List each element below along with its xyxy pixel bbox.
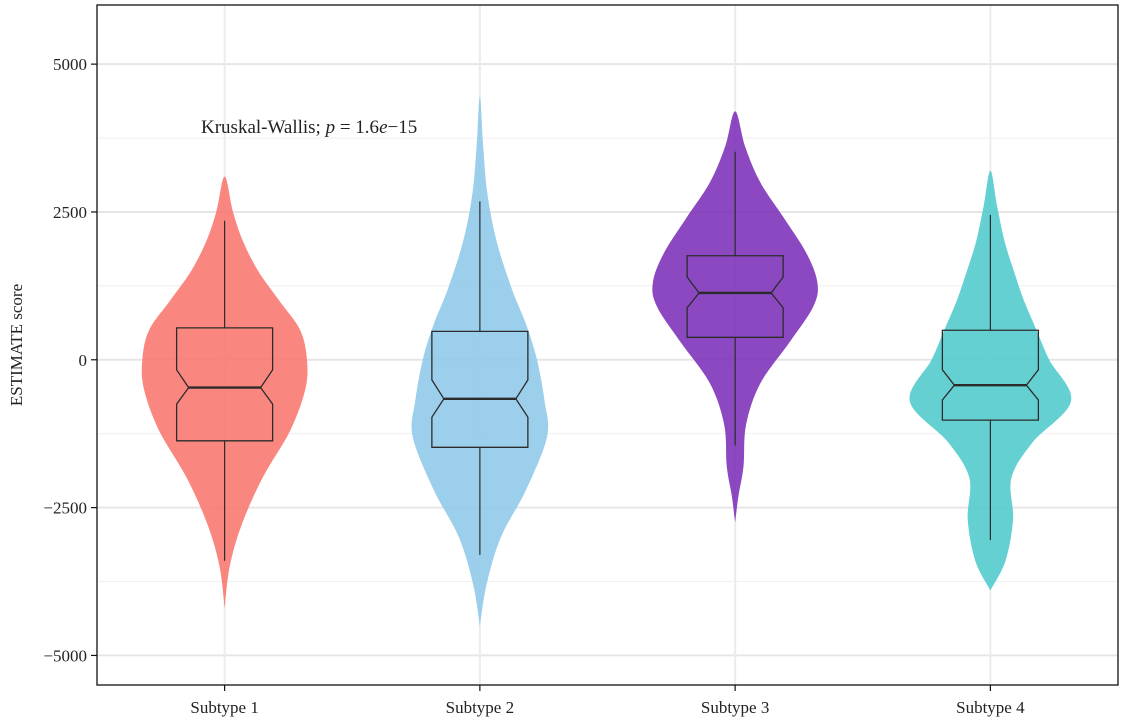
- box-4: [941, 329, 1040, 421]
- x-tick-label: Subtype 2: [446, 698, 514, 717]
- box-3: [686, 255, 784, 338]
- annotation-p-symbol: p: [324, 117, 336, 138]
- annotation-exponent: −15: [388, 117, 418, 138]
- violin-3: [652, 111, 818, 523]
- violin-4: [909, 170, 1072, 591]
- annotation-e-symbol: e: [379, 117, 387, 138]
- x-tick-label: Subtype 1: [190, 698, 258, 717]
- y-tick-label: 2500: [53, 203, 87, 222]
- x-tick-label: Subtype 3: [701, 698, 769, 717]
- y-tick-label: −5000: [43, 646, 87, 665]
- y-tick-label: 0: [79, 351, 88, 370]
- annotation-value: = 1.6: [335, 117, 379, 138]
- y-tick-label: 5000: [53, 55, 87, 74]
- plot-frame: [96, 4, 1119, 686]
- x-axis: Subtype 1 Subtype 2 Subtype 3 Subtype 4: [190, 685, 1025, 717]
- y-axis: 5000 2500 0 −2500 −5000: [43, 55, 97, 665]
- y-axis-title: ESTIMATE score: [7, 284, 26, 406]
- notched-boxplots: [175, 151, 1040, 561]
- violin-1: [141, 176, 308, 609]
- box-1: [175, 327, 274, 442]
- violin-2: [411, 96, 549, 626]
- x-tick-label: Subtype 4: [956, 698, 1025, 717]
- violins: [141, 96, 1072, 626]
- y-tick-label: −2500: [43, 499, 87, 518]
- kruskal-wallis-annotation: Kruskal-Wallis; p = 1.6e−15: [201, 117, 417, 138]
- annotation-prefix: Kruskal-Wallis;: [201, 117, 326, 138]
- box-2: [431, 330, 529, 448]
